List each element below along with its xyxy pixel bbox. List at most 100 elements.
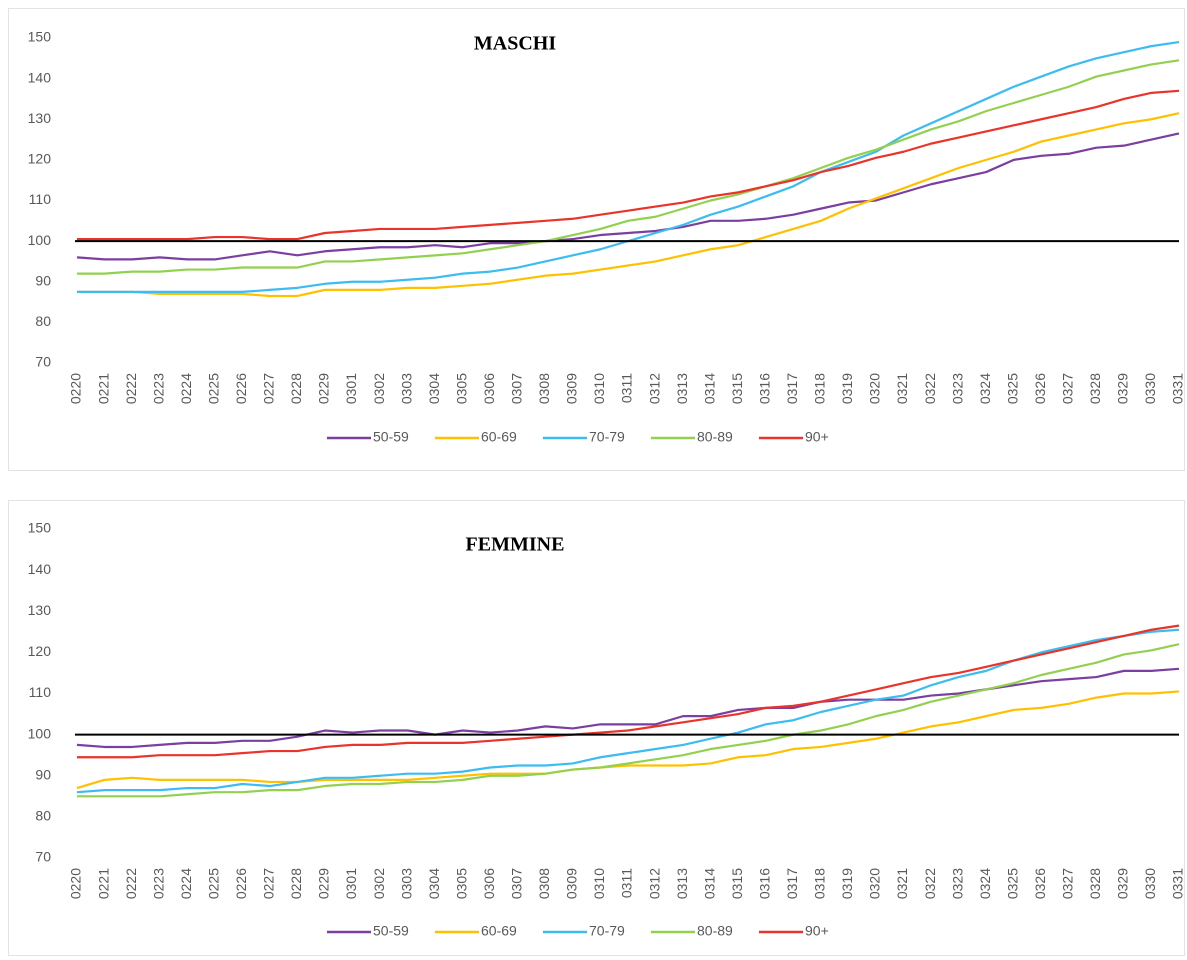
x-tick-label: 0327 [1060, 373, 1076, 404]
x-tick-label: 0326 [1032, 868, 1048, 899]
y-tick-label: 140 [28, 69, 52, 85]
chart-title: MASCHI [474, 33, 556, 55]
x-tick-label: 0227 [261, 373, 277, 404]
x-tick-label: 0310 [591, 868, 607, 899]
data-line [77, 643, 1180, 798]
x-tick-label: 0312 [646, 373, 662, 404]
data-line [76, 690, 1180, 790]
legend-label: 50-59 [373, 429, 409, 445]
chart-panel [8, 8, 1185, 471]
y-tick-label: 110 [29, 191, 52, 207]
legend-label: 70-79 [589, 923, 625, 939]
y-tick-label: 120 [28, 643, 52, 659]
x-tick-label: 0325 [1004, 373, 1020, 404]
data-line [77, 624, 1180, 759]
legend-label: 50-59 [373, 923, 409, 939]
y-tick-label: 140 [28, 561, 52, 577]
x-tick-label: 0226 [233, 868, 249, 899]
x-tick-label: 0314 [701, 868, 717, 899]
x-tick-label: 0306 [481, 868, 497, 899]
legend-label: 60-69 [481, 429, 517, 445]
x-tick-label: 0315 [729, 868, 745, 899]
x-tick-label: 0313 [674, 868, 690, 899]
x-tick-label: 0224 [178, 373, 194, 404]
y-tick-label: 80 [35, 313, 51, 329]
x-tick-label: 0301 [343, 373, 359, 404]
x-tick-label: 0319 [839, 373, 855, 404]
y-tick-label: 150 [28, 29, 52, 45]
x-tick-label: 0324 [977, 373, 993, 404]
y-tick-label: 110 [29, 684, 52, 700]
x-tick-label: 0321 [894, 373, 910, 404]
legend-label: 80-89 [697, 429, 733, 445]
x-tick-label: 0328 [1087, 868, 1103, 899]
y-tick-label: 70 [35, 354, 51, 370]
x-tick-label: 0302 [371, 373, 387, 404]
x-tick-label: 0228 [288, 373, 304, 404]
data-line [77, 59, 1180, 275]
x-tick-label: 0304 [426, 868, 442, 899]
x-tick-label: 0220 [68, 868, 84, 899]
x-tick-label: 0307 [509, 868, 525, 899]
x-tick-label: 0229 [316, 373, 332, 404]
y-tick-label: 70 [35, 849, 51, 865]
data-line [77, 112, 1180, 298]
x-tick-label: 0331 [1170, 373, 1186, 404]
x-tick-label: 0321 [894, 868, 910, 899]
x-tick-label: 0330 [1142, 373, 1158, 404]
x-tick-label: 0323 [949, 373, 965, 404]
x-tick-label: 0301 [343, 868, 359, 899]
x-tick-label: 0320 [867, 868, 883, 899]
y-tick-label: 100 [28, 232, 52, 248]
x-tick-label: 0221 [95, 868, 111, 899]
legend-label: 90+ [805, 923, 829, 939]
chart-title: FEMMINE [466, 534, 565, 556]
x-tick-label: 0314 [701, 373, 717, 404]
x-tick-label: 0302 [371, 868, 387, 899]
x-tick-label: 0304 [426, 373, 442, 404]
x-tick-label: 0307 [509, 373, 525, 404]
x-tick-label: 0309 [564, 868, 580, 899]
x-tick-label: 0224 [178, 868, 194, 899]
x-tick-label: 0309 [564, 373, 580, 404]
x-tick-label: 0228 [288, 868, 304, 899]
legend-label: 80-89 [697, 923, 733, 939]
x-tick-label: 0330 [1142, 868, 1158, 899]
x-tick-label: 0316 [756, 868, 772, 899]
x-tick-label: 0305 [453, 373, 469, 404]
x-tick-label: 0324 [977, 868, 993, 899]
y-tick-label: 130 [28, 110, 52, 126]
x-tick-label: 0308 [536, 373, 552, 404]
x-tick-label: 0322 [922, 868, 938, 899]
x-tick-label: 0317 [784, 373, 800, 404]
x-tick-label: 0327 [1060, 868, 1076, 899]
x-tick-label: 0318 [812, 868, 828, 899]
x-tick-label: 0331 [1170, 868, 1186, 899]
x-tick-label: 0325 [1004, 868, 1020, 899]
x-tick-label: 0322 [922, 373, 938, 404]
y-tick-label: 100 [28, 725, 52, 741]
x-tick-label: 0328 [1087, 373, 1103, 404]
legend-label: 90+ [805, 429, 829, 445]
x-tick-label: 0225 [205, 373, 221, 404]
x-tick-label: 0222 [123, 868, 139, 899]
x-tick-label: 0303 [398, 868, 414, 899]
x-tick-label: 0305 [453, 868, 469, 899]
x-tick-label: 0329 [1115, 868, 1131, 899]
x-tick-label: 0220 [68, 373, 84, 404]
x-tick-label: 0223 [150, 373, 166, 404]
x-tick-label: 0308 [536, 868, 552, 899]
x-tick-label: 0323 [949, 868, 965, 899]
x-tick-label: 0319 [839, 868, 855, 899]
x-tick-label: 0313 [674, 373, 690, 404]
data-line [77, 89, 1180, 241]
legend-label: 70-79 [589, 429, 625, 445]
x-tick-label: 0326 [1032, 373, 1048, 404]
y-tick-label: 120 [28, 151, 52, 167]
chart-panel [8, 500, 1185, 956]
legend-label: 60-69 [481, 923, 517, 939]
x-tick-label: 0226 [233, 373, 249, 404]
x-tick-label: 0315 [729, 373, 745, 404]
data-line [76, 628, 1180, 794]
